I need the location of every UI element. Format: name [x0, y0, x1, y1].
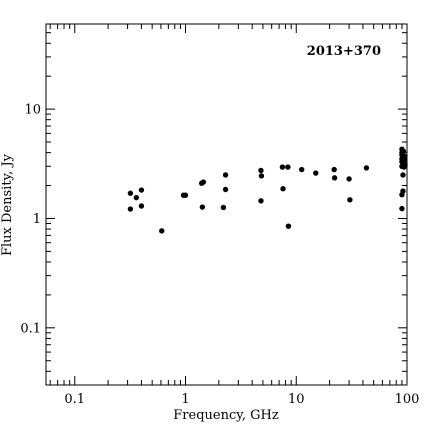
data-point	[258, 173, 265, 179]
data-point	[363, 165, 370, 171]
data-point	[347, 197, 353, 203]
data-points	[127, 146, 408, 234]
x-tick-label: 100	[395, 392, 420, 407]
y-axis-ticks: 0.1 1 10	[20, 23, 407, 386]
data-point	[331, 175, 338, 181]
data-point	[222, 172, 229, 178]
data-point	[299, 166, 305, 173]
plot-frame	[45, 23, 408, 386]
data-point	[280, 186, 286, 192]
data-point	[401, 153, 408, 160]
data-point	[199, 204, 206, 210]
data-point	[133, 194, 140, 201]
data-point	[279, 164, 286, 170]
x-tick-label: 0.1	[64, 392, 85, 407]
data-point	[220, 204, 227, 211]
y-tick-label: 0.1	[20, 321, 41, 336]
data-point	[182, 192, 189, 198]
data-point	[399, 205, 405, 212]
data-point	[285, 223, 292, 229]
y-axis-label: Flux Density, Jy	[0, 153, 15, 256]
data-point	[400, 148, 407, 155]
data-point	[127, 206, 134, 212]
data-point	[331, 166, 337, 173]
data-point	[138, 203, 145, 209]
data-point	[138, 187, 145, 193]
data-point	[127, 190, 134, 196]
y-tick-label: 10	[24, 103, 41, 118]
data-point	[401, 157, 408, 164]
data-point	[400, 172, 406, 178]
y-tick-label: 1	[33, 212, 41, 227]
data-point	[159, 228, 165, 234]
x-axis-label: Frequency, GHz	[173, 408, 279, 423]
data-point	[200, 179, 207, 185]
x-tick-label: 1	[181, 392, 189, 407]
data-point	[285, 164, 291, 170]
x-axis-ticks: 0.1 1 10 100	[49, 24, 420, 407]
x-tick-label: 10	[288, 392, 305, 407]
plot-border	[45, 23, 408, 386]
chart-title: 2013+370	[307, 44, 381, 59]
data-point	[258, 167, 264, 174]
data-point	[346, 176, 352, 182]
data-point	[313, 170, 319, 176]
data-point	[258, 198, 264, 204]
data-point	[400, 188, 406, 194]
data-point	[222, 186, 229, 193]
data-point	[402, 162, 408, 168]
